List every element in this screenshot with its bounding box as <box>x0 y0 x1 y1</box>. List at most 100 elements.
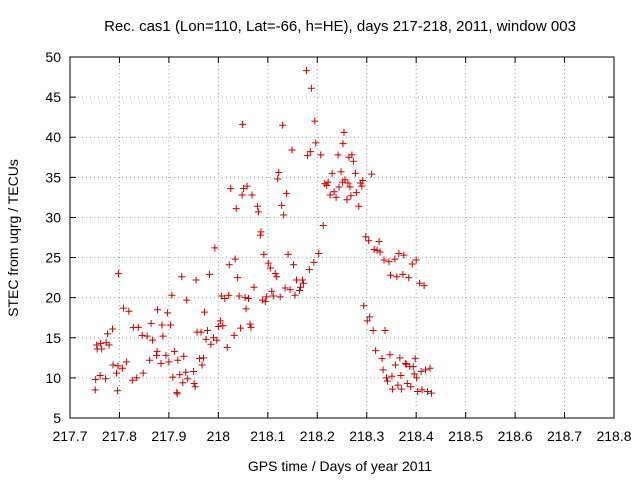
data-point <box>245 294 253 302</box>
data-point <box>112 369 120 377</box>
data-point <box>122 358 130 366</box>
x-axis-label: GPS time / Days of year 2011 <box>248 458 432 474</box>
data-point <box>291 291 299 299</box>
data-point <box>396 354 404 362</box>
data-point <box>401 359 409 367</box>
data-point <box>281 284 289 292</box>
data-point <box>192 276 200 284</box>
data-point <box>198 361 206 369</box>
data-point <box>271 270 279 278</box>
data-point <box>133 374 141 382</box>
data-point <box>391 361 399 369</box>
data-point <box>346 183 354 191</box>
data-point <box>359 177 367 185</box>
data-point <box>231 255 239 263</box>
data-point <box>409 363 417 371</box>
data-point <box>417 367 425 375</box>
x-tick-label: 217.7 <box>52 428 87 444</box>
data-point <box>257 228 265 236</box>
data-point <box>169 373 177 381</box>
data-point <box>355 202 363 210</box>
data-point <box>98 345 106 353</box>
data-point <box>391 255 399 263</box>
data-point <box>190 380 198 388</box>
data-point <box>383 377 391 385</box>
data-point <box>405 274 413 282</box>
data-point <box>394 381 402 389</box>
x-tick-label: 218.4 <box>399 428 434 444</box>
data-point <box>411 355 419 363</box>
data-point <box>128 376 136 384</box>
data-point <box>201 308 209 316</box>
data-point <box>332 193 340 201</box>
data-point <box>190 367 198 375</box>
data-point <box>362 233 370 241</box>
data-point <box>227 185 235 193</box>
data-point <box>315 250 323 258</box>
data-point <box>380 256 388 264</box>
data-point <box>163 309 171 317</box>
data-point <box>312 139 320 147</box>
data-point <box>225 261 233 269</box>
data-point <box>253 202 261 210</box>
data-point <box>147 319 155 327</box>
data-point <box>159 332 167 340</box>
data-point <box>235 292 243 300</box>
data-point <box>146 356 154 364</box>
data-point <box>376 248 384 256</box>
data-point <box>149 336 157 344</box>
data-point <box>248 191 256 199</box>
data-point <box>234 274 242 282</box>
data-point <box>119 304 127 312</box>
data-point <box>341 176 349 184</box>
data-point <box>310 258 318 266</box>
data-point <box>400 251 408 259</box>
x-axis-ticks: 217.7 217.8 217.9 218 218.1 218.2 218.3 218.4 21… <box>52 57 632 444</box>
data-point <box>412 256 420 264</box>
data-point <box>219 322 227 330</box>
data-point <box>213 336 221 344</box>
data-point <box>370 246 378 254</box>
data-point <box>323 181 331 189</box>
data-point <box>302 67 310 75</box>
data-point <box>91 386 99 394</box>
data-point <box>410 370 418 378</box>
data-point <box>284 250 292 258</box>
data-point <box>223 343 231 351</box>
data-point <box>280 211 288 219</box>
data-point <box>203 327 211 335</box>
data-point <box>363 317 371 325</box>
data-point <box>413 374 421 382</box>
x-tick-label: 218.7 <box>547 428 582 444</box>
data-point <box>273 273 281 281</box>
data-point <box>330 188 338 196</box>
data-point <box>334 151 342 159</box>
data-point <box>153 347 161 355</box>
data-point <box>326 191 334 199</box>
data-point <box>368 170 376 178</box>
data-point <box>211 244 219 252</box>
data-point <box>424 388 432 396</box>
data-point <box>352 189 360 197</box>
data-point <box>306 148 314 156</box>
data-point <box>307 84 315 92</box>
data-point <box>114 270 122 278</box>
data-point <box>102 375 110 383</box>
grid-lines <box>70 57 614 418</box>
data-point <box>170 347 178 355</box>
data-point <box>408 260 416 268</box>
y-tick-label: 25 <box>45 250 61 266</box>
data-point <box>268 287 276 295</box>
data-point <box>348 151 356 159</box>
data-point <box>269 292 277 300</box>
data-point <box>96 371 104 379</box>
data-point <box>158 321 166 329</box>
data-point <box>414 388 422 396</box>
data-point <box>166 321 174 329</box>
data-point <box>343 196 351 204</box>
data-point <box>276 293 284 301</box>
data-point <box>397 371 405 379</box>
data-point <box>324 178 332 186</box>
data-point <box>221 294 229 302</box>
